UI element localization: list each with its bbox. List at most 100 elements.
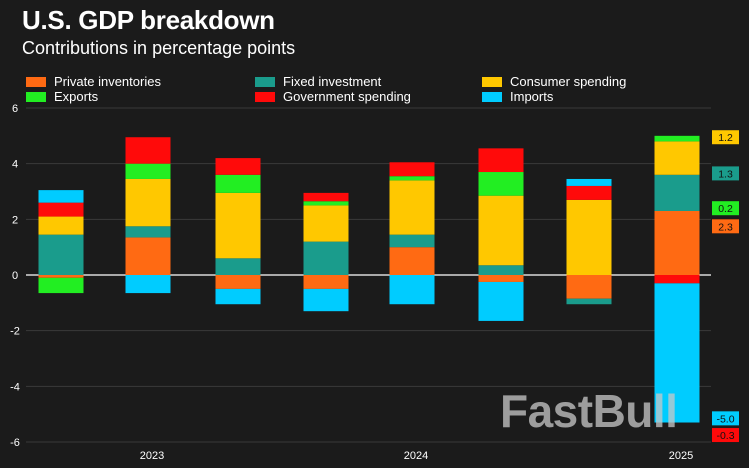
bar-segment-consumer-spending-2023-q1 [38, 216, 84, 235]
bar-segment-private-inventories-2024-q2 [478, 275, 524, 282]
bar-segment-fixed-investment-2023-q3 [215, 258, 261, 275]
bar-segment-imports-2024-q4 [654, 283, 700, 423]
bar-segment-private-inventories-2024-q1 [389, 247, 435, 275]
bar-segment-government-spending-2023-q1 [38, 202, 84, 217]
bar-segment-fixed-investment-2023-q2 [125, 226, 171, 238]
legend-item-fixed-investment: Fixed investment [255, 75, 381, 89]
bar-segment-private-inventories-2024-q4 [654, 210, 700, 275]
bar-segment-government-spending-2023-q3 [215, 158, 261, 175]
bar-segment-exports-2023-q3 [215, 174, 261, 193]
legend-swatch-government-spending [255, 92, 275, 102]
y-tick-label: 0 [12, 270, 18, 282]
chart-subtitle: Contributions in percentage points [22, 38, 296, 58]
data-label-bg-imports [712, 411, 739, 426]
legend-swatch-fixed-investment [255, 77, 275, 87]
bar-segment-exports-2023-q1 [38, 277, 84, 294]
bar-segment-consumer-spending-2024-q3 [566, 199, 612, 275]
bar-segment-imports-2024-q3 [566, 178, 612, 186]
data-label-text-fixed-investment: 1.3 [718, 168, 733, 180]
data-label-text-imports: -5.0 [716, 413, 734, 425]
bar-segment-imports-2023-q3 [215, 288, 261, 305]
bar-segment-exports-2024-q1 [389, 176, 435, 181]
bar-segment-government-spending-2024-q2 [478, 148, 524, 173]
legend-item-exports: Exports [26, 90, 98, 104]
y-tick-label: 2 [12, 214, 18, 226]
data-label-text-private-inventories: 2.3 [718, 221, 733, 233]
data-label-private-inventories: 2.3 [712, 219, 739, 234]
data-label-bg-consumer-spending [712, 130, 739, 145]
bar-segment-exports-2023-q2 [125, 163, 171, 179]
bar-segment-consumer-spending-2023-q4 [303, 205, 349, 242]
bar-segment-private-inventories-2023-q2 [125, 237, 171, 275]
data-label-text-exports: 0.2 [718, 203, 733, 215]
data-label-consumer-spending: 1.2 [712, 130, 739, 145]
bar-segment-consumer-spending-2023-q2 [125, 178, 171, 227]
bar-segment-imports-2023-q2 [125, 275, 171, 294]
bar-segment-consumer-spending-2024-q1 [389, 180, 435, 235]
bar-segment-government-spending-2024-q1 [389, 162, 435, 177]
data-label-layer: 1.2 1.3 0.2 2.3 -5.0 -0.3 [712, 130, 739, 443]
bar-segment-consumer-spending-2024-q2 [478, 195, 524, 266]
bar-segment-imports-2023-q1 [38, 190, 84, 203]
bar-segment-government-spending-2024-q4 [654, 275, 700, 284]
y-tick-label: -4 [10, 381, 20, 393]
x-tick-label-2023: 2023 [140, 450, 164, 462]
bar-segment-imports-2024-q2 [478, 281, 524, 321]
data-label-imports: -5.0 [712, 411, 739, 426]
bar-segment-imports-2024-q1 [389, 275, 435, 305]
legend-swatch-exports [26, 92, 46, 102]
data-label-text-government-spending: -0.3 [716, 430, 734, 442]
data-label-text-consumer-spending: 1.2 [718, 132, 733, 144]
bar-segment-fixed-investment-2023-q1 [38, 234, 84, 275]
legend-label-exports: Exports [54, 89, 99, 104]
bar-segment-private-inventories-2023-q3 [215, 275, 261, 289]
data-label-government-spending: -0.3 [712, 428, 739, 443]
data-label-bg-fixed-investment [712, 166, 739, 181]
legend-swatch-private-inventories [26, 77, 46, 87]
bar-segment-fixed-investment-2024-q1 [389, 234, 435, 248]
bar-segment-government-spending-2024-q3 [566, 185, 612, 200]
legend-item-imports: Imports [482, 90, 553, 104]
bar-segment-fixed-investment-2024-q3 [566, 298, 612, 305]
bar-segment-consumer-spending-2024-q4 [654, 141, 700, 175]
legend-swatch-consumer-spending [482, 77, 502, 87]
axis-layer: 2023 2024 2025 [140, 450, 693, 462]
chart-title: U.S. GDP breakdown [22, 5, 275, 35]
legend-item-private-inventories: Private inventories [26, 75, 161, 89]
bar-segment-imports-2023-q4 [303, 288, 349, 312]
legend-item-government-spending: Government spending [255, 90, 411, 104]
bar-segment-exports-2024-q4 [654, 135, 700, 142]
data-label-bg-private-inventories [712, 219, 739, 234]
legend-label-private-inventories: Private inventories [54, 74, 161, 89]
x-tick-label-2025: 2025 [669, 450, 693, 462]
bar-segment-consumer-spending-2023-q3 [215, 192, 261, 259]
bar-segment-government-spending-2023-q2 [125, 137, 171, 164]
bar-segment-exports-2024-q2 [478, 172, 524, 196]
y-tick-label: 4 [12, 159, 18, 171]
bar-segment-private-inventories-2023-q4 [303, 275, 349, 289]
data-label-fixed-investment: 1.3 [712, 166, 739, 181]
bar-segment-exports-2023-q4 [303, 201, 349, 206]
y-tick-label: -2 [10, 326, 20, 338]
data-label-bg-government-spending [712, 428, 739, 443]
bar-segment-fixed-investment-2024-q2 [478, 265, 524, 275]
data-label-exports: 0.2 [712, 201, 739, 216]
fastbull-watermark: FastBull [500, 385, 678, 437]
bar-segment-government-spending-2023-q4 [303, 192, 349, 202]
legend-label-consumer-spending: Consumer spending [510, 74, 627, 89]
legend-item-consumer-spending: Consumer spending [482, 75, 626, 89]
legend-label-fixed-investment: Fixed investment [283, 74, 382, 89]
bar-segment-fixed-investment-2023-q4 [303, 241, 349, 275]
legend-swatch-imports [482, 92, 502, 102]
bar-segment-fixed-investment-2024-q4 [654, 174, 700, 211]
bar-layer [38, 135, 700, 423]
data-label-bg-exports [712, 201, 739, 216]
bar-segment-private-inventories-2023-q1 [38, 275, 84, 278]
legend-label-government-spending: Government spending [283, 89, 411, 104]
y-tick-label: -6 [10, 437, 20, 449]
legend-label-imports: Imports [510, 89, 554, 104]
y-tick-label: 6 [12, 103, 18, 115]
bar-segment-private-inventories-2024-q3 [566, 275, 612, 299]
x-tick-label-2024: 2024 [404, 450, 428, 462]
